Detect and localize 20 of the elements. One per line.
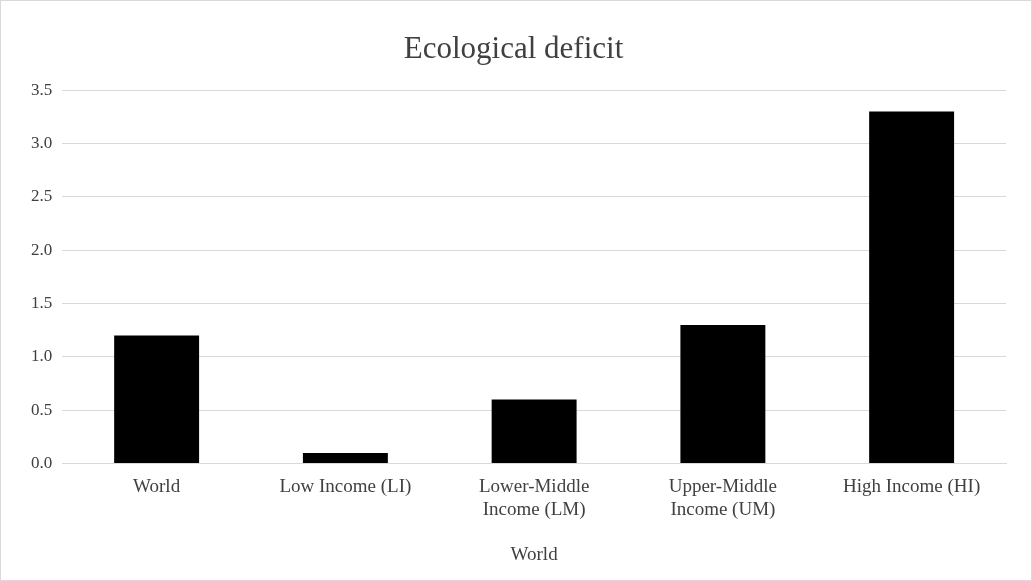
y-tick-label: 0.5 [31,399,53,419]
x-tick-label: Low Income (LI) [279,474,412,497]
bar [114,335,200,464]
chart-title: Ecological deficit [403,29,624,65]
x-tick-label: Lower-Middle Income (LM) [478,474,590,520]
x-tick-label: World [133,474,181,496]
y-tick-label: 1.5 [31,293,53,313]
y-tick-label: 1.0 [31,346,53,366]
bar [680,324,766,464]
bar [302,452,388,464]
y-tick-label: 2.0 [31,239,53,259]
bar [869,111,955,464]
y-tick-label: 3.0 [31,133,53,153]
bar [491,399,577,464]
y-tick-label: 0.0 [31,453,53,473]
x-tick-label: Upper-Middle Income (UM) [668,474,778,520]
x-axis-title: World [510,542,559,564]
y-tick-label: 3.5 [31,79,53,99]
y-tick-label: 2.5 [31,186,53,206]
x-tick-label: High Income (HI) [843,474,981,497]
